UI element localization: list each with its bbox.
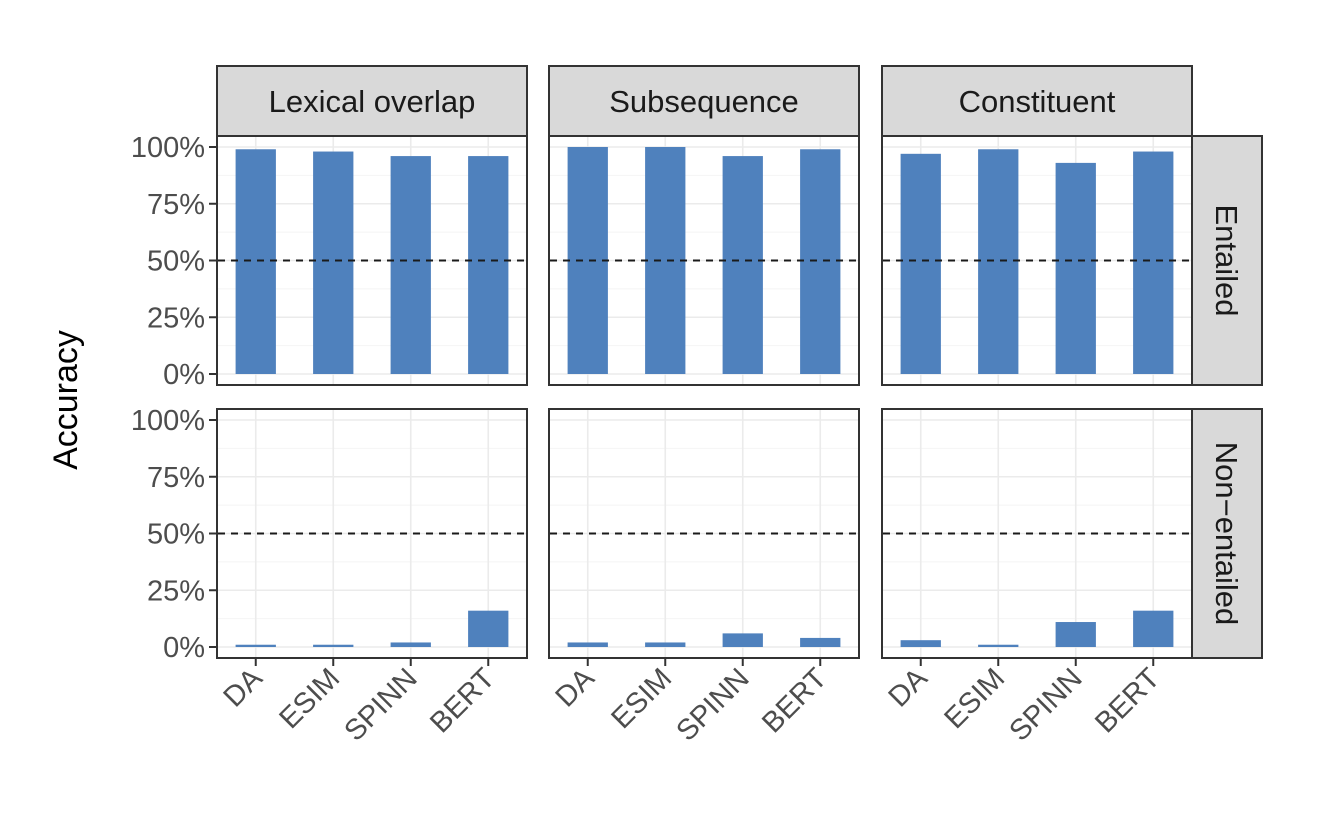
y-tick-label: 100% bbox=[131, 132, 205, 164]
panel-border bbox=[548, 408, 860, 659]
x-tick-label-bert: BERT bbox=[424, 662, 501, 739]
x-tick-label-esim: ESIM bbox=[273, 662, 346, 735]
y-tick-label: 0% bbox=[163, 359, 205, 391]
facet-strip-non-entailed bbox=[1191, 408, 1263, 659]
x-tick-label-esim: ESIM bbox=[938, 662, 1011, 735]
bar-non-entailed-constituent-esim bbox=[978, 644, 1019, 647]
panel-border bbox=[881, 135, 1193, 386]
bar-entailed-subsequence-da bbox=[567, 147, 608, 374]
bar-entailed-constituent-esim bbox=[978, 149, 1019, 374]
bar-entailed-subsequence-spinn bbox=[722, 156, 763, 374]
facet-strip-label-non-entailed: Non−entailed bbox=[1209, 442, 1244, 626]
bar-non-entailed-subsequence-spinn bbox=[722, 633, 763, 647]
y-tick-label: 0% bbox=[163, 632, 205, 664]
bar-non-entailed-subsequence-da bbox=[567, 642, 608, 647]
facet-strip-subsequence bbox=[548, 65, 860, 137]
facet-strip-label-entailed: Entailed bbox=[1209, 204, 1244, 316]
panel-border bbox=[548, 135, 860, 386]
panel-border bbox=[881, 408, 1193, 659]
bar-non-entailed-constituent-bert bbox=[1133, 610, 1174, 647]
plot-area: Lexical overlap Subsequence Constituent Ent… bbox=[131, 65, 1263, 748]
facet-strip-constituent bbox=[881, 65, 1193, 137]
bar-entailed-lexical-overlap-spinn bbox=[390, 156, 431, 374]
y-tick-label: 75% bbox=[147, 462, 205, 494]
y-axis-label: Accuracy bbox=[47, 330, 85, 470]
facet-strip-entailed bbox=[1191, 135, 1263, 386]
bar-entailed-subsequence-bert bbox=[800, 149, 841, 374]
x-tick-label-esim: ESIM bbox=[605, 662, 678, 735]
bar-entailed-lexical-overlap-da bbox=[235, 149, 276, 374]
x-tick-label-da: DA bbox=[550, 662, 602, 714]
bar-entailed-constituent-spinn bbox=[1055, 162, 1096, 374]
bar-non-entailed-lexical-overlap-spinn bbox=[390, 642, 431, 647]
bar-non-entailed-lexical-overlap-esim bbox=[313, 644, 354, 647]
bar-non-entailed-lexical-overlap-bert bbox=[468, 610, 509, 647]
facet-strip-label-subsequence: Subsequence bbox=[609, 84, 799, 119]
facet-strip-label-lexical-overlap: Lexical overlap bbox=[269, 84, 476, 119]
bar-non-entailed-constituent-da bbox=[900, 640, 941, 647]
x-tick-label-bert: BERT bbox=[756, 662, 833, 739]
x-tick-label-da: DA bbox=[218, 662, 270, 714]
x-tick-label-da: DA bbox=[883, 662, 935, 714]
bar-entailed-subsequence-esim bbox=[645, 147, 686, 374]
facet-strip-label-constituent: Constituent bbox=[959, 84, 1116, 119]
y-tick-label: 50% bbox=[147, 246, 205, 278]
y-tick-label: 25% bbox=[147, 302, 205, 334]
bar-non-entailed-subsequence-bert bbox=[800, 637, 841, 647]
bar-entailed-lexical-overlap-esim bbox=[313, 151, 354, 374]
bar-entailed-constituent-bert bbox=[1133, 151, 1174, 374]
y-tick-label: 25% bbox=[147, 575, 205, 607]
x-tick-label-spinn: SPINN bbox=[338, 662, 423, 747]
bar-non-entailed-subsequence-esim bbox=[645, 642, 686, 647]
y-tick-label: 50% bbox=[147, 519, 205, 551]
x-tick-label-spinn: SPINN bbox=[1003, 662, 1088, 747]
y-tick-label: 100% bbox=[131, 405, 205, 437]
bar-entailed-constituent-da bbox=[900, 153, 941, 374]
x-tick-label-spinn: SPINN bbox=[670, 662, 755, 747]
bar-entailed-lexical-overlap-bert bbox=[468, 156, 509, 374]
x-tick-label-bert: BERT bbox=[1089, 662, 1166, 739]
y-tick-label: 75% bbox=[147, 189, 205, 221]
bar-non-entailed-lexical-overlap-da bbox=[235, 644, 276, 647]
facet-strip-lexical-overlap bbox=[216, 65, 528, 137]
bar-non-entailed-constituent-spinn bbox=[1055, 622, 1096, 647]
